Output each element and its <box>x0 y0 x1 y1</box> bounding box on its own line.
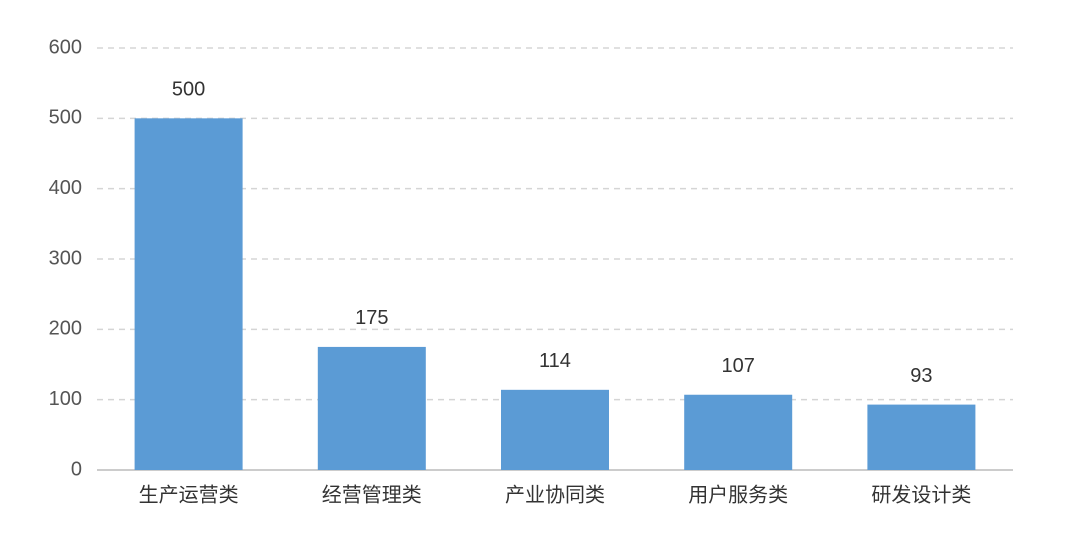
x-tick-label: 生产运营类 <box>139 483 239 506</box>
data-label: 114 <box>539 350 571 372</box>
bar <box>134 118 243 470</box>
y-tick-label: 100 <box>49 388 82 410</box>
y-tick-label: 0 <box>71 458 82 480</box>
x-tick-label: 产业协同类 <box>505 483 605 506</box>
data-label: 93 <box>910 365 932 387</box>
bar <box>317 346 426 470</box>
y-tick-label: 500 <box>49 107 82 129</box>
x-tick-label: 经营管理类 <box>322 483 422 506</box>
y-tick-label: 200 <box>49 318 82 340</box>
data-label: 175 <box>355 307 388 329</box>
y-tick-label: 400 <box>49 177 82 199</box>
y-tick-label: 600 <box>49 36 82 58</box>
data-label: 500 <box>172 79 205 101</box>
data-label: 107 <box>722 355 755 377</box>
y-tick-label: 300 <box>49 247 82 269</box>
bar <box>867 404 976 470</box>
bar <box>501 389 609 470</box>
x-tick-label: 用户服务类 <box>688 483 788 506</box>
bar <box>684 394 793 470</box>
x-tick-label: 研发设计类 <box>871 483 971 506</box>
